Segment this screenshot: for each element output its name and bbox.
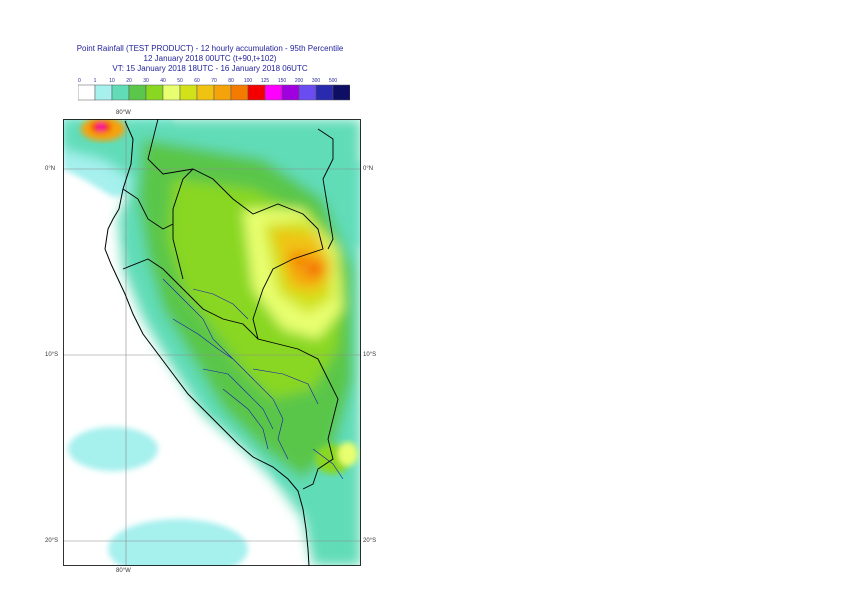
colorbar-swatch [145, 84, 164, 101]
colorbar-swatch [298, 84, 317, 101]
colorbar-level-label: 125 [261, 78, 270, 84]
colorbar-level-label: 20 [126, 78, 132, 84]
colorbar-level-label: 100 [244, 78, 253, 84]
map-title: Point Rainfall (TEST PRODUCT) - 12 hourl… [76, 44, 344, 53]
lon-label-top: 80°W [116, 110, 131, 116]
colorbar-level-label: 10 [109, 78, 115, 84]
colorbar-level-label: 1 [94, 78, 97, 84]
rainfall-map [63, 119, 361, 566]
colorbar-swatch [281, 84, 300, 101]
colorbar-level-label: 200 [295, 78, 304, 84]
colorbar-level-label: 500 [329, 78, 338, 84]
colorbar-swatch [213, 84, 232, 101]
lat-label-left-20: 20°S [45, 538, 59, 544]
run-time: 12 January 2018 00UTC (t+90,t+102) [143, 54, 277, 63]
valid-time: VT: 15 January 2018 18UTC - 16 January 2… [112, 64, 308, 73]
colorbar-level-label: 40 [160, 78, 166, 84]
colorbar-level-label: 300 [312, 78, 321, 84]
colorbar-level-label: 30 [143, 78, 149, 84]
colorbar-swatch [94, 84, 113, 101]
lat-label-left-0: 0°N [45, 166, 56, 172]
colorbar-swatch [315, 84, 334, 101]
lat-label-right-10: 10°S [363, 352, 377, 358]
colorbar-legend: 0 1 10 20 30 40 50 60 70 80 100 125 150 200 300 500 [78, 78, 350, 101]
lat-label-right-0: 0°N [363, 166, 374, 172]
colorbar-level-label: 70 [211, 78, 217, 84]
colorbar-level-label: 60 [194, 78, 200, 84]
colorbar-level-label: 0 [78, 78, 81, 84]
colorbar-swatch [78, 84, 96, 101]
colorbar-swatch [230, 84, 249, 101]
colorbar-swatch [128, 84, 147, 101]
colorbar-level-label: 150 [278, 78, 287, 84]
colorbar-swatch [196, 84, 215, 101]
colorbar-swatch [332, 84, 350, 101]
colorbar-level-label: 80 [228, 78, 234, 84]
colorbar-swatch [264, 84, 283, 101]
lon-label-bottom: 80°W [116, 568, 131, 574]
colorbar-swatch [247, 84, 266, 101]
lat-label-right-20: 20°S [363, 538, 377, 544]
colorbar-level-label: 50 [177, 78, 183, 84]
colorbar-swatch [111, 84, 130, 101]
colorbar-swatch [179, 84, 198, 101]
lat-label-left-10: 10°S [45, 352, 59, 358]
colorbar-swatch [162, 84, 181, 101]
